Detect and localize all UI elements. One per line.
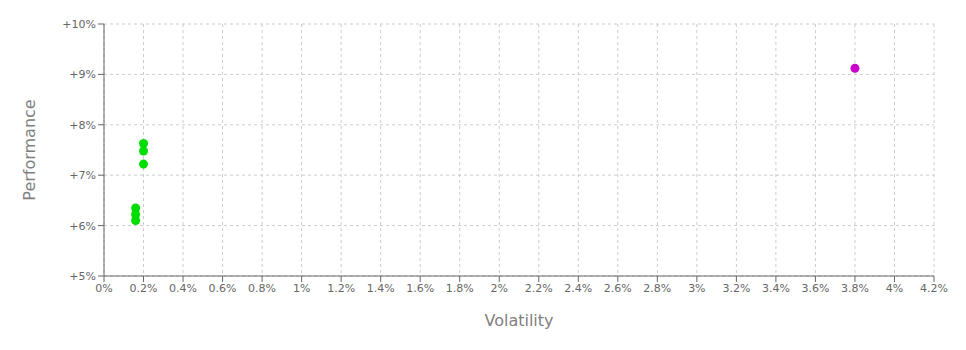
svg-text:2%: 2%: [491, 282, 508, 295]
svg-text:0%: 0%: [95, 282, 112, 295]
svg-text:Performance: Performance: [20, 99, 39, 200]
svg-text:+7%: +7%: [69, 169, 96, 182]
svg-text:3.6%: 3.6%: [801, 282, 829, 295]
svg-text:2.8%: 2.8%: [643, 282, 671, 295]
svg-text:4%: 4%: [886, 282, 903, 295]
svg-text:+5%: +5%: [69, 270, 96, 283]
svg-text:3.2%: 3.2%: [722, 282, 750, 295]
svg-text:0.2%: 0.2%: [130, 282, 158, 295]
svg-text:3.4%: 3.4%: [762, 282, 790, 295]
svg-text:+6%: +6%: [69, 220, 96, 233]
svg-text:1.8%: 1.8%: [446, 282, 474, 295]
svg-text:2.4%: 2.4%: [564, 282, 592, 295]
svg-text:1.4%: 1.4%: [367, 282, 395, 295]
svg-text:0.8%: 0.8%: [248, 282, 276, 295]
svg-text:Volatility: Volatility: [484, 311, 553, 330]
svg-text:+9%: +9%: [69, 68, 96, 81]
svg-text:0.6%: 0.6%: [209, 282, 237, 295]
svg-text:1.6%: 1.6%: [406, 282, 434, 295]
svg-text:2.6%: 2.6%: [604, 282, 632, 295]
svg-text:1.2%: 1.2%: [327, 282, 355, 295]
svg-text:+8%: +8%: [69, 119, 96, 132]
svg-text:4.2%: 4.2%: [920, 282, 948, 295]
svg-text:2.2%: 2.2%: [525, 282, 553, 295]
svg-text:+10%: +10%: [62, 18, 96, 31]
svg-text:3%: 3%: [688, 282, 705, 295]
svg-text:0.4%: 0.4%: [169, 282, 197, 295]
svg-text:3.8%: 3.8%: [841, 282, 869, 295]
svg-text:1%: 1%: [293, 282, 310, 295]
